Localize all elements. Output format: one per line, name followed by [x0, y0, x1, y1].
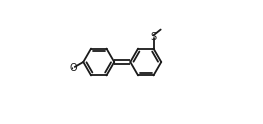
Text: O: O [70, 63, 77, 73]
Text: S: S [150, 32, 156, 42]
